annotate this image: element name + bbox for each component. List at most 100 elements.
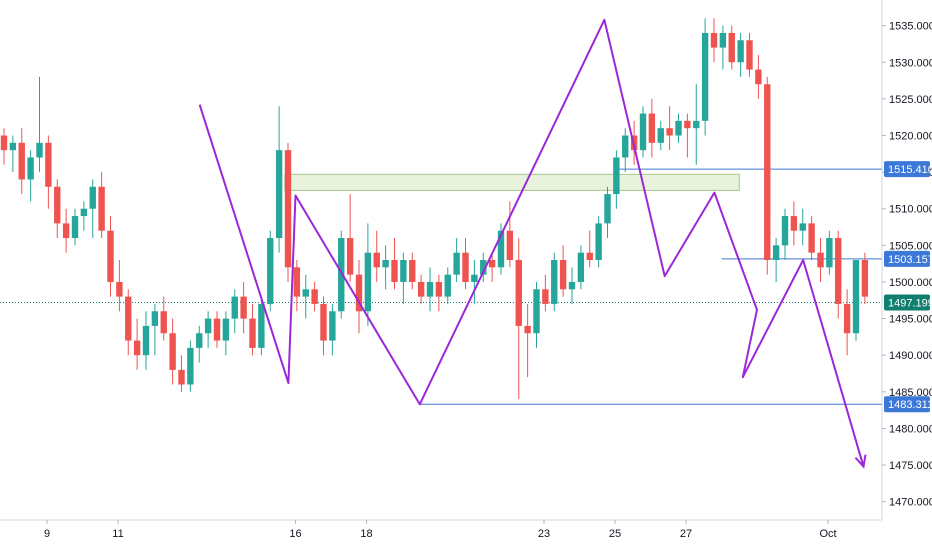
candle (293, 260, 301, 312)
candle (98, 172, 105, 239)
candle (568, 267, 576, 304)
candle-body (400, 260, 407, 282)
candle (693, 84, 700, 165)
pattern-layer (198, 18, 867, 469)
candle (151, 303, 159, 356)
candle (488, 252, 496, 282)
candle-body (391, 260, 398, 282)
candle (586, 230, 593, 268)
candle-body (302, 289, 309, 297)
level-price-badge-text: 1515.410 (888, 164, 932, 176)
candle-body (648, 113, 656, 143)
candle-body (231, 296, 238, 319)
candle (817, 238, 824, 282)
price-axis-tick-label: 1475.000 (889, 460, 932, 472)
candle-body (604, 194, 611, 224)
candle-body (746, 40, 753, 70)
price-axis-tick-label: 1495.000 (889, 314, 932, 326)
candle (80, 201, 88, 231)
candle (27, 150, 34, 202)
candle (666, 106, 673, 151)
candle-body (506, 230, 514, 260)
candle (515, 238, 522, 400)
candle-body (728, 32, 735, 63)
candle-body (426, 281, 434, 297)
candle (169, 318, 176, 385)
candle (622, 128, 629, 173)
candle (533, 281, 540, 348)
candle (417, 274, 425, 304)
candle (320, 296, 327, 356)
candle-body (790, 216, 798, 231)
price-axis-tick-label: 1490.000 (889, 350, 932, 362)
candle-body (338, 238, 345, 312)
candle-body (54, 186, 61, 224)
candle-body (364, 252, 372, 312)
candle-body (417, 281, 425, 297)
candle-body (249, 318, 256, 348)
time-axis[interactable]: 9111618232527Oct379 (0, 519, 932, 540)
candle-body (125, 296, 132, 341)
last-price-badge-bg (884, 294, 930, 311)
candle (497, 223, 505, 275)
candle (799, 208, 806, 246)
candle-body (151, 311, 159, 326)
candle-body (453, 252, 460, 275)
candle (435, 274, 443, 312)
candle (142, 311, 150, 370)
candle-body (559, 260, 567, 290)
candle (764, 76, 771, 275)
time-axis-tick-label: 27 (680, 528, 692, 540)
candle-body (204, 318, 212, 334)
zone-layer (284, 173, 740, 191)
candle-body (178, 369, 185, 385)
time-axis-tick-label: 9 (44, 528, 50, 540)
candle (133, 318, 141, 370)
price-axis-tick-label: 1510.000 (889, 204, 932, 216)
candle (595, 216, 602, 268)
candle-body (533, 289, 540, 334)
candle-body (293, 267, 301, 297)
candle (0, 128, 8, 165)
candle (45, 135, 52, 209)
candle-body (719, 32, 727, 48)
candle-body (613, 157, 620, 195)
candle-body (710, 32, 718, 48)
candle-body (657, 128, 664, 143)
level-price-badge-bg (884, 161, 930, 178)
candle (178, 355, 185, 392)
candles-layer (0, 18, 869, 400)
candle (204, 311, 212, 348)
candle-body (9, 142, 17, 151)
candle-body (515, 260, 522, 326)
candle (249, 303, 256, 356)
candle (737, 32, 744, 77)
price-axis-tick-label: 1535.000 (889, 21, 932, 33)
candle-body (755, 69, 762, 85)
candle (453, 238, 460, 282)
candle-body (27, 157, 34, 180)
candle-body (80, 208, 88, 217)
candle-body (71, 216, 79, 239)
time-axis-tick-label: 16 (289, 528, 301, 540)
candle-body (808, 223, 815, 253)
last-price-badge-text: 1497.199 (888, 297, 932, 309)
candle (364, 223, 372, 326)
candle-body (45, 142, 52, 187)
candle-body (62, 223, 70, 239)
candle-body (213, 318, 221, 341)
candle-body (595, 223, 602, 260)
candle-body (89, 186, 96, 209)
candle (852, 260, 860, 341)
candle-body (116, 281, 123, 297)
candle (329, 303, 336, 356)
candle-body (382, 260, 389, 268)
candle (426, 267, 434, 312)
candle (755, 54, 762, 99)
candle (391, 238, 398, 290)
time-axis-tick-label: Oct (819, 528, 836, 540)
candle-body (666, 128, 673, 136)
candle-body (187, 347, 194, 385)
candle (480, 252, 487, 282)
